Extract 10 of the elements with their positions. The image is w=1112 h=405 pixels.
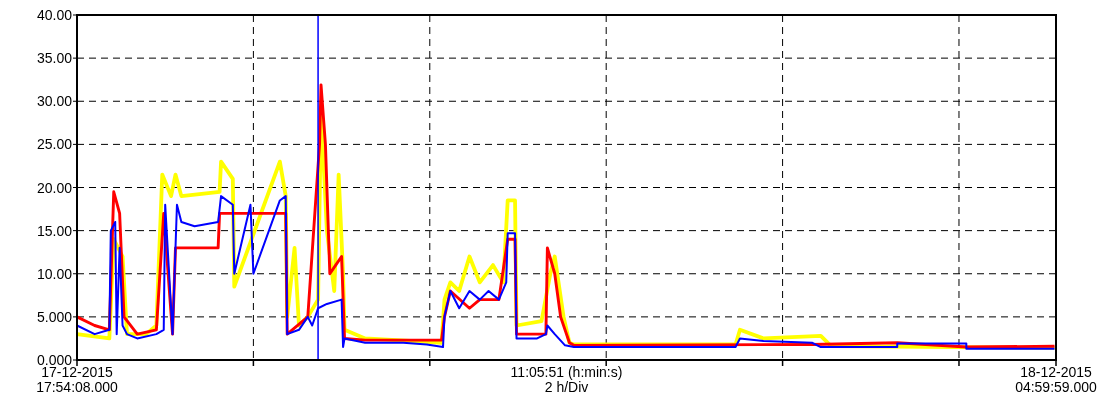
y-tick-label: 35.00 [36,50,73,67]
y-tick-label: 40.00 [36,7,73,23]
y-tick-label: 10.00 [36,265,73,282]
x-tick-label: 18-12-2015 04:59:59.000 [1015,364,1098,396]
y-tick-label: 15.00 [36,222,73,239]
y-tick-label: 5.000 [36,308,73,325]
x-axis-title: 11:05:51 (h:min:s) 2 h/Div [510,364,623,396]
y-tick-label: 25.00 [36,136,73,153]
y-tick-label: 30.00 [36,93,73,110]
y-tick-label: 20.00 [36,179,73,196]
